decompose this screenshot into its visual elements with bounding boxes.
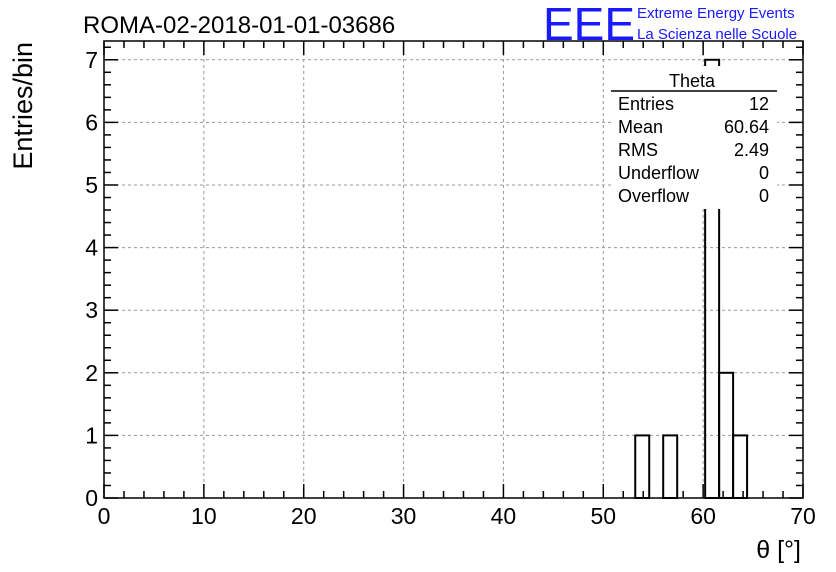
stats-row-label: Mean [618,117,663,137]
eee-logo-line1: Extreme Energy Events [637,5,795,22]
x-tick-label: 40 [491,503,517,529]
chart-title: ROMA-02-2018-01-01-03686 [83,12,395,39]
y-tick-label: 5 [85,172,98,198]
y-tick-label: 1 [85,422,98,448]
x-tick-label: 70 [790,503,816,529]
y-tick-label: 6 [85,109,98,135]
stats-box: Theta Entries 12 Mean 60.64 RMS 2.49 Underflow… [611,66,777,209]
stats-row-value: 0 [759,186,769,206]
histogram-bar [718,371,735,500]
x-tick-label: 0 [98,503,111,529]
x-tick-labels: 0 10 20 30 40 50 60 70 [98,503,816,529]
axis-ticks [103,41,804,499]
x-tick-label: 60 [690,503,716,529]
y-tick-labels: 0 1 2 3 4 5 6 7 [85,47,98,511]
x-tick-label: 10 [191,503,217,529]
y-axis-label: Entries/bin [8,42,38,170]
x-tick-label: 50 [590,503,616,529]
stats-row-label: RMS [618,140,658,160]
x-tick-label: 20 [291,503,317,529]
eee-logo-mark: EEE [543,0,635,50]
stats-row-value: 12 [749,94,769,114]
y-tick-label: 3 [85,297,98,323]
eee-logo: EEE Extreme Energy Events La Scienza nel… [543,0,797,50]
plot-frame [103,40,804,499]
grid [104,41,803,498]
stats-row-label: Underflow [618,163,700,183]
x-tick-label: 30 [391,503,417,529]
x-axis-label: θ [°] [756,536,801,564]
eee-logo-line2: La Scienza nelle Scuole [637,26,797,43]
y-tick-label: 2 [85,360,98,386]
stats-row-value: 2.49 [734,140,769,160]
histogram-bar [732,434,749,499]
stats-row-label: Entries [618,94,674,114]
stats-rows: Entries 12 Mean 60.64 RMS 2.49 Underflow 0 Overf… [618,94,769,206]
y-tick-label: 0 [85,485,98,511]
y-tick-label: 4 [85,235,98,261]
stats-box-background [611,66,777,209]
histogram-bar [662,434,679,499]
stats-row-value: 60.64 [724,117,769,137]
histogram-bar [634,434,651,499]
stats-row-label: Overflow [618,186,690,206]
y-tick-label: 7 [85,47,98,73]
stats-row-value: 0 [759,163,769,183]
stats-box-title: Theta [669,71,716,91]
